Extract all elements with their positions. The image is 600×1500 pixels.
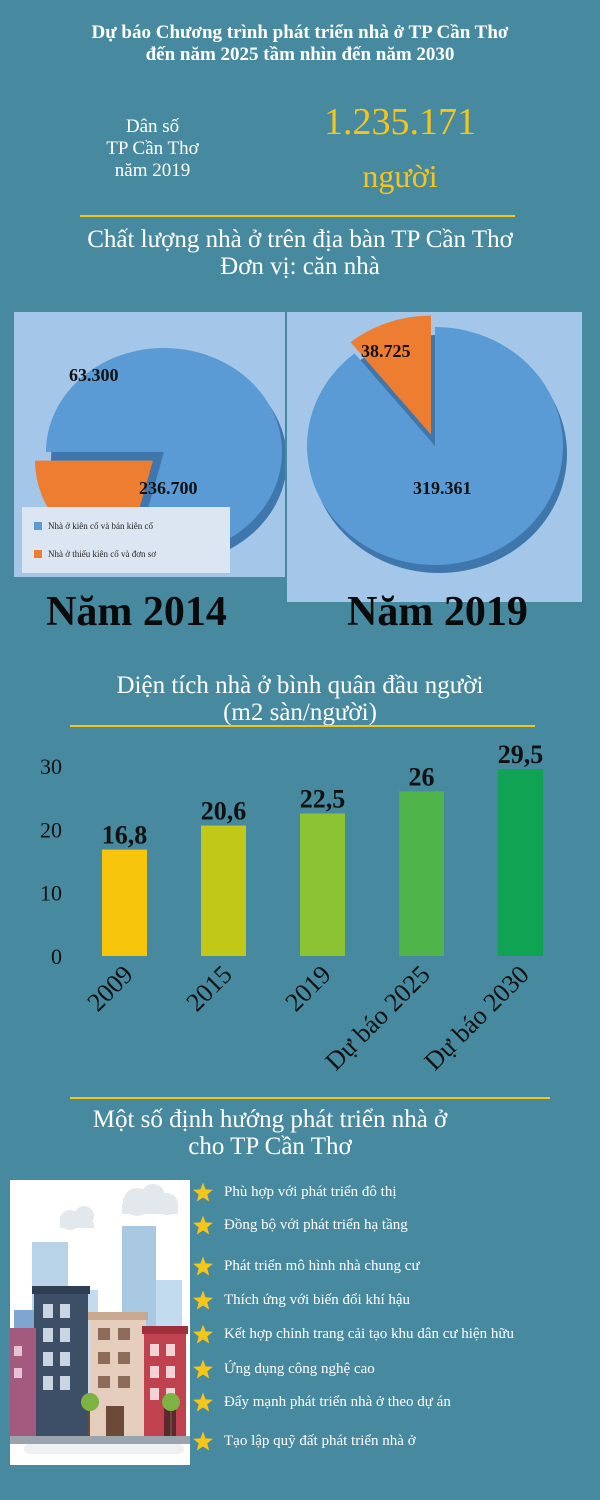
- year-label-2014: Năm 2014: [46, 589, 227, 635]
- x-tick-label: 2019: [279, 960, 336, 1017]
- x-tick-label: 2009: [81, 960, 138, 1017]
- orientation-text: Phát triển mô hình nhà chung cư: [224, 1257, 420, 1274]
- bar: [201, 825, 246, 956]
- pie-slice-2019-weak: [350, 315, 432, 435]
- orientation-item: Thích ứng với biến đổi khí hậu: [192, 1289, 410, 1311]
- pie-2019-solid-value: 319.361: [413, 478, 472, 498]
- legend-swatch-solid: [34, 522, 42, 530]
- orientations-title-line: Một số định hướng phát triển nhà ở: [92, 1106, 448, 1133]
- area-chart-title: Diện tích nhà ở bình quân đầu người (m2 …: [0, 672, 600, 726]
- pie-chart-2019: 319.361 38.725: [307, 315, 567, 573]
- star-icon: [193, 1324, 213, 1344]
- divider: [70, 1097, 550, 1099]
- title-line-2: đến năm 2025 tầm nhìn đến năm 2030: [145, 44, 455, 65]
- orientation-text: Đẩy mạnh phát triển nhà ở theo dự án: [224, 1393, 451, 1410]
- population-label-line: Dân số: [125, 116, 180, 137]
- orientation-item: Đồng bộ với phát triển hạ tầng: [192, 1214, 408, 1236]
- pie-slice-2019-solid: [307, 327, 563, 565]
- pie-panel-2019: 319.361 38.725: [287, 312, 582, 602]
- orientation-item: Tạo lập quỹ đất phát triển nhà ở: [192, 1430, 416, 1452]
- legend-item-solid: Nhà ở kiên cố và bán kiên cố: [34, 521, 153, 531]
- pie-2014-solid-value: 236.700: [139, 478, 198, 498]
- y-tick-label: 10: [40, 881, 62, 906]
- orientation-text: Thích ứng với biến đổi khí hậu: [224, 1291, 411, 1308]
- area-chart-subtitle: (m2 sàn/người): [223, 699, 377, 726]
- divider: [80, 215, 515, 217]
- population-label-line: TP Cần Thơ: [106, 138, 199, 159]
- pie-panel-2014: 236.700 63.300 Nhà ở kiên cố và bán kiên…: [14, 312, 287, 577]
- population-unit: người: [362, 158, 438, 194]
- x-tick-label: 2015: [180, 960, 237, 1017]
- bar-value-label: 29,5: [498, 740, 544, 769]
- bar: [399, 791, 444, 956]
- bar: [498, 769, 543, 956]
- orientation-text: Ứng dụng công nghệ cao: [224, 1360, 375, 1377]
- title-line-1: Dự báo Chương trình phát triển nhà ở TP …: [91, 22, 509, 43]
- legend-label-weak: Nhà ở thiếu kiên cố và đơn sơ: [48, 549, 157, 559]
- page-title: Dự báo Chương trình phát triển nhà ở TP …: [0, 22, 600, 66]
- bar-chart: 0 10 20 30 16,8 2009 20,6 2015 22,5 2019 26 Dự báo …: [40, 740, 544, 1076]
- y-tick-label: 30: [40, 754, 62, 779]
- legend-label-solid: Nhà ở kiên cố và bán kiên cố: [48, 521, 153, 531]
- bar: [102, 849, 147, 956]
- bar: [300, 813, 345, 956]
- pie-legend: Nhà ở kiên cố và bán kiên cố Nhà ở thiếu…: [22, 507, 230, 573]
- city-illustration: [10, 1180, 190, 1465]
- orientation-item: Phù hợp với phát triển đô thị: [192, 1181, 397, 1203]
- star-icon: [193, 1359, 213, 1379]
- pie-2019-weak-value: 38.725: [361, 341, 411, 361]
- star-icon: [193, 1431, 213, 1451]
- star-icon: [193, 1256, 213, 1276]
- orientation-text: Phù hợp với phát triển đô thị: [224, 1183, 397, 1200]
- orientation-text: Tạo lập quỹ đất phát triển nhà ở: [224, 1432, 416, 1449]
- y-tick-label: 0: [51, 944, 62, 969]
- orientations-title-line: cho TP Cần Thơ: [188, 1133, 352, 1160]
- housing-quality-title-line: Chất lượng nhà ở trên địa bàn TP Cần Thơ: [87, 226, 513, 253]
- bar-value-label: 26: [409, 762, 435, 791]
- y-tick-label: 20: [40, 817, 62, 842]
- orientation-item: Kết hợp chỉnh trang cải tạo khu dân cư h…: [192, 1323, 514, 1345]
- bar-value-label: 16,8: [102, 821, 148, 850]
- area-chart-title-line: Diện tích nhà ở bình quân đầu người: [116, 672, 484, 699]
- star-icon: [193, 1290, 213, 1310]
- orientation-text: Đồng bộ với phát triển hạ tầng: [224, 1216, 408, 1233]
- housing-quality-subtitle: Đơn vị: căn nhà: [220, 253, 380, 280]
- star-icon: [193, 1392, 213, 1412]
- population-value: 1.235.171: [324, 101, 476, 143]
- orientations-title: Một số định hướng phát triển nhà ở cho T…: [0, 1106, 570, 1160]
- orientation-item: Ứng dụng công nghệ cao: [192, 1358, 375, 1380]
- orientation-text: Kết hợp chỉnh trang cải tạo khu dân cư h…: [224, 1325, 514, 1342]
- bar-value-label: 22,5: [300, 785, 346, 814]
- star-icon: [193, 1215, 213, 1235]
- population-label-line: năm 2019: [114, 160, 191, 181]
- orientation-item: Phát triển mô hình nhà chung cư: [192, 1255, 420, 1277]
- divider: [70, 725, 535, 727]
- pie-slice-2014-solid: [46, 348, 282, 556]
- housing-quality-title: Chất lượng nhà ở trên địa bàn TP Cần Thơ…: [0, 226, 600, 280]
- orientation-item: Đẩy mạnh phát triển nhà ở theo dự án: [192, 1391, 451, 1413]
- x-tick-label: Dự báo 2025: [319, 960, 435, 1076]
- legend-item-weak: Nhà ở thiếu kiên cố và đơn sơ: [34, 549, 156, 559]
- x-tick-label: Dự báo 2030: [418, 960, 534, 1076]
- bar-value-label: 20,6: [201, 797, 247, 826]
- population-label: Dân số TP Cần Thơ năm 2019: [80, 116, 225, 182]
- year-label-2019: Năm 2019: [347, 589, 528, 635]
- pie-2014-weak-value: 63.300: [69, 365, 119, 385]
- star-icon: [193, 1182, 213, 1202]
- legend-swatch-weak: [34, 550, 42, 558]
